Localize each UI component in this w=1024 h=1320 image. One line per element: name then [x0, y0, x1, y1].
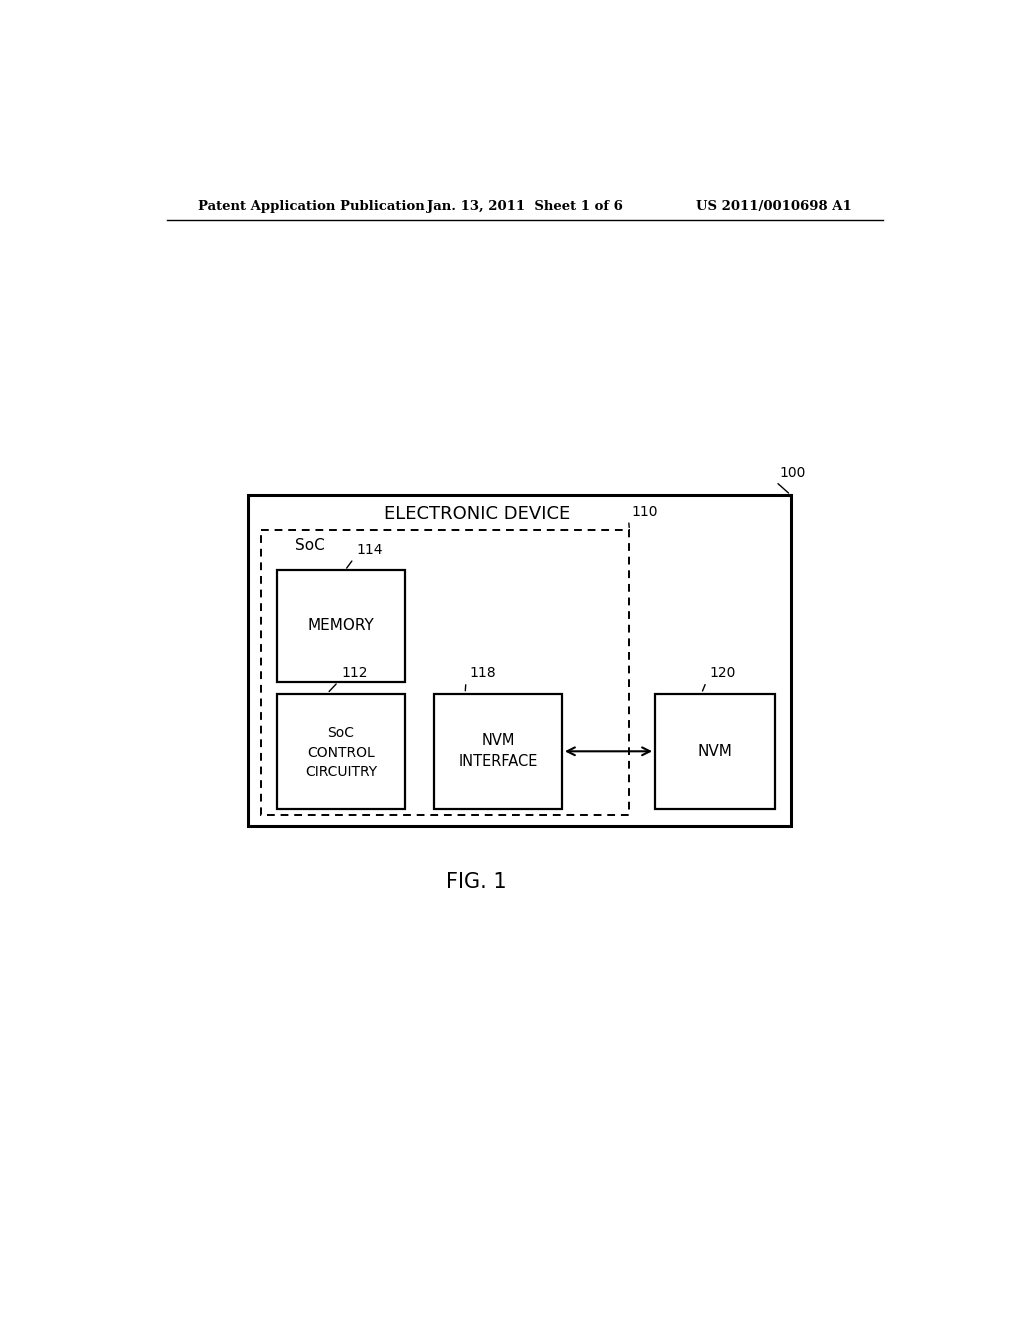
Text: Jan. 13, 2011  Sheet 1 of 6: Jan. 13, 2011 Sheet 1 of 6 — [427, 199, 623, 213]
Text: SoC: SoC — [295, 539, 325, 553]
Text: 100: 100 — [779, 466, 805, 480]
Text: 112: 112 — [341, 667, 368, 681]
Text: NVM
INTERFACE: NVM INTERFACE — [459, 734, 539, 770]
Bar — [261, 531, 630, 816]
Text: 118: 118 — [469, 667, 496, 681]
Text: FIG. 1: FIG. 1 — [446, 873, 507, 892]
Text: Patent Application Publication: Patent Application Publication — [198, 199, 425, 213]
Text: NVM: NVM — [697, 743, 732, 759]
Text: 114: 114 — [356, 544, 383, 557]
Bar — [248, 495, 791, 826]
Text: SoC
CONTROL
CIRCUITRY: SoC CONTROL CIRCUITRY — [305, 726, 377, 779]
Text: 110: 110 — [632, 504, 658, 519]
Text: US 2011/0010698 A1: US 2011/0010698 A1 — [696, 199, 852, 213]
Bar — [276, 693, 404, 809]
Bar — [655, 693, 775, 809]
Bar — [434, 693, 562, 809]
Text: MEMORY: MEMORY — [308, 618, 375, 634]
Bar — [276, 570, 404, 682]
Text: ELECTRONIC DEVICE: ELECTRONIC DEVICE — [384, 506, 570, 523]
Text: 120: 120 — [710, 667, 735, 681]
